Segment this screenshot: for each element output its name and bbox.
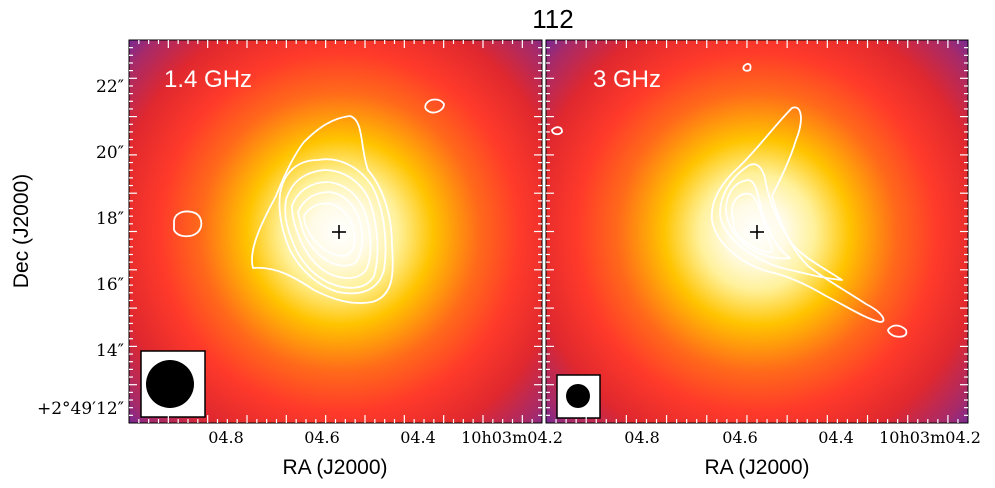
panel-1: 1.4 GHz (128, 39, 543, 424)
x-axis-label-panel-1: RA (J2000) (282, 456, 387, 479)
x-tick-label: 04.6 (304, 428, 340, 447)
contours-panel-2 (551, 63, 908, 338)
contour (173, 210, 203, 238)
center-marker-panel-2 (750, 225, 764, 239)
beam-ellipse (146, 360, 194, 408)
contour (251, 115, 394, 304)
x-tick-label: 04.8 (208, 428, 244, 447)
beam-box-panel-1 (140, 350, 206, 418)
x-tick-label: 10h03m04.2 (461, 428, 563, 447)
contour (725, 179, 791, 260)
figure-title: 112 (532, 4, 573, 34)
x-tick-label: 04.4 (400, 428, 436, 447)
x-tick-label: 10h03m04.2 (879, 428, 981, 447)
contour (742, 63, 752, 72)
contour (731, 192, 773, 253)
y-tick-label: 22″ (96, 77, 124, 97)
x-tick-labels-panel-1: 04.8 04.6 04.4 10h03m04.2 (208, 428, 563, 447)
contour (303, 202, 356, 257)
ticks-panel-2 (546, 40, 968, 423)
x-tick-label: 04.6 (722, 428, 758, 447)
x-tick-labels-panel-2: 04.8 04.6 04.4 10h03m04.2 (624, 428, 981, 447)
y-tick-label: 16″ (96, 275, 124, 295)
y-tick-label: 18″ (96, 209, 124, 229)
ticks-panel-1 (129, 40, 542, 423)
panel-label-2: 3 GHz (593, 66, 661, 93)
contour (719, 163, 843, 281)
y-tick-labels: 22″ 20″ 18″ 16″ 14″ +2°49′12″ (37, 77, 124, 419)
center-marker-panel-1 (332, 225, 346, 239)
beam-box-panel-2 (556, 374, 601, 419)
beam-ellipse (566, 384, 590, 408)
y-tick-label: +2°49′12″ (37, 399, 124, 419)
contour (297, 191, 363, 267)
contour (424, 98, 445, 114)
contour (551, 126, 563, 136)
y-tick-label: 20″ (96, 143, 124, 163)
y-tick-label: 14″ (96, 341, 124, 361)
x-tick-label: 04.4 (818, 428, 854, 447)
contour (284, 169, 379, 289)
x-axis-label-panel-2: RA (J2000) (704, 456, 809, 479)
contour (710, 106, 885, 323)
contour (278, 158, 387, 295)
panel-label-1: 1.4 GHz (164, 66, 252, 93)
y-axis-label: Dec (J2000) (10, 174, 33, 288)
panel-2: 3 GHz (545, 39, 969, 424)
x-tick-label: 04.8 (624, 428, 660, 447)
contours-panel-1 (173, 98, 445, 304)
contour (887, 324, 908, 338)
contour (291, 181, 372, 279)
